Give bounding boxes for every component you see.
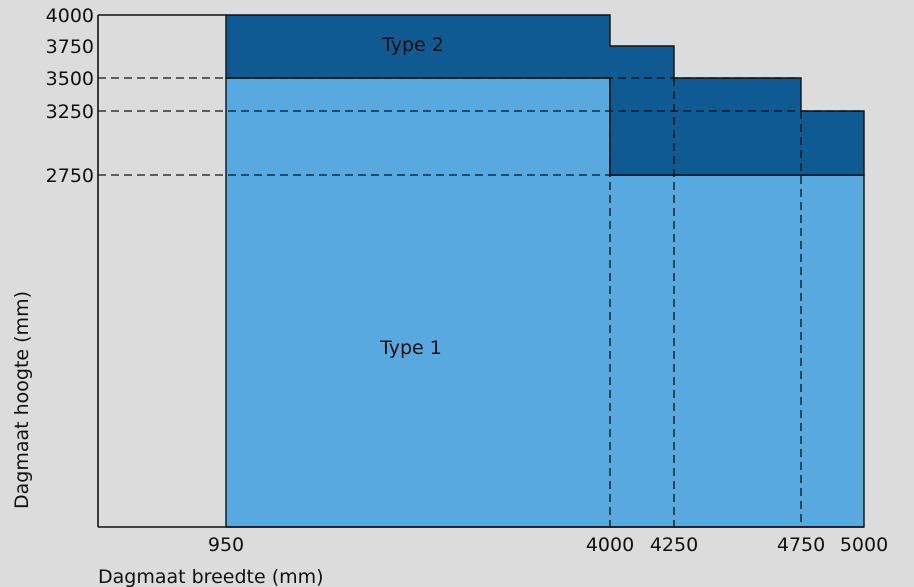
guide-lines: [98, 77, 864, 527]
y-tick-label: 3250: [46, 101, 94, 123]
x-tick-label: 950: [208, 534, 244, 556]
region-label-type2: Type 2: [381, 34, 444, 56]
axes: [97, 14, 864, 528]
regions: [225, 14, 865, 528]
tick-labels: 2750 3250 3500 3750 4000 950 4000 4250 4750 5000: [46, 5, 889, 556]
region-label-type1: Type 1: [379, 337, 442, 359]
x-tick-label: 4250: [650, 534, 698, 556]
x-tick-label: 5000: [840, 534, 888, 556]
y-tick-label: 4000: [46, 5, 94, 27]
y-tick-label: 2750: [46, 165, 94, 187]
x-tick-label: 4000: [586, 534, 634, 556]
y-tick-label: 3750: [46, 36, 94, 58]
x-axis-label: Dagmaat breedte (mm): [98, 566, 324, 587]
y-tick-label: 3500: [46, 68, 94, 90]
x-tick-label: 4750: [777, 534, 825, 556]
y-axis-label: Dagmaat hoogte (mm): [11, 291, 33, 509]
